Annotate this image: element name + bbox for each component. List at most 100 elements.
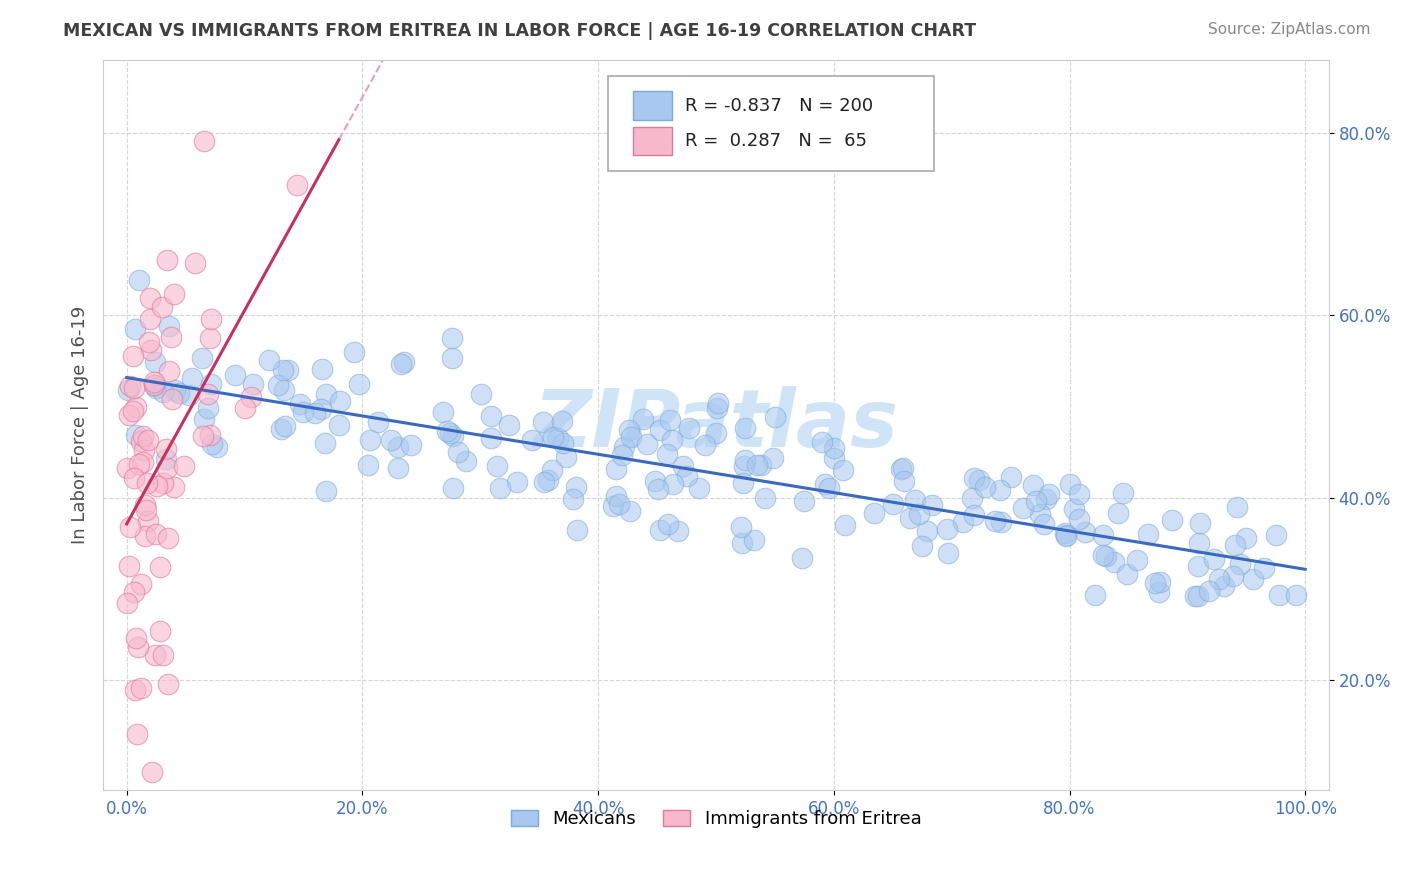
Point (658, 413, 681, 427)
Point (152, 385, 174, 400)
Point (1264, 528, 1286, 542)
Point (124, 585, 146, 599)
Point (619, 423, 641, 437)
Point (456, 454, 478, 468)
Point (921, 499, 943, 513)
Point (129, 577, 152, 591)
Point (1063, 502, 1085, 516)
Point (893, 474, 915, 488)
Point (749, 458, 772, 473)
Point (156, 531, 179, 545)
Point (138, 334, 160, 349)
Text: ZIPatlas: ZIPatlas (533, 385, 898, 464)
FancyBboxPatch shape (633, 91, 672, 120)
Point (439, 425, 461, 440)
Point (239, 390, 262, 404)
Point (863, 506, 886, 520)
Point (553, 435, 575, 450)
Point (605, 489, 627, 503)
Point (567, 524, 589, 538)
Point (139, 291, 162, 305)
Point (1188, 516, 1211, 530)
Point (132, 455, 155, 469)
Point (432, 405, 454, 419)
Point (198, 427, 221, 442)
Point (610, 448, 633, 462)
Point (136, 514, 159, 528)
Point (613, 440, 636, 454)
Point (197, 387, 219, 401)
Point (1067, 512, 1090, 526)
Point (536, 473, 558, 487)
Point (672, 459, 695, 474)
Point (1059, 477, 1081, 491)
Point (441, 481, 464, 495)
Point (124, 321, 146, 335)
Point (288, 397, 311, 411)
Point (1198, 583, 1220, 598)
Point (963, 508, 986, 522)
Point (440, 351, 463, 365)
Point (277, 363, 299, 377)
Y-axis label: In Labor Force | Age 16-19: In Labor Force | Age 16-19 (72, 306, 89, 544)
Point (1226, 500, 1249, 514)
Point (541, 430, 564, 444)
Point (1029, 507, 1052, 521)
Point (564, 480, 586, 494)
Point (541, 463, 564, 477)
Point (257, 353, 280, 368)
Legend: Mexicans, Immigrants from Eritrea: Mexicans, Immigrants from Eritrea (503, 803, 928, 836)
Point (790, 550, 813, 565)
Point (156, 461, 179, 475)
Point (706, 401, 728, 415)
Point (1225, 537, 1247, 551)
Point (132, 429, 155, 443)
Point (1268, 588, 1291, 602)
Point (134, 442, 156, 457)
Point (129, 681, 152, 695)
Point (609, 497, 631, 511)
Point (1000, 470, 1022, 484)
Point (1187, 590, 1209, 604)
Point (676, 468, 699, 483)
Point (274, 419, 297, 434)
Point (436, 424, 458, 438)
Point (891, 461, 914, 475)
Point (1112, 485, 1135, 500)
Point (149, 624, 172, 638)
Point (904, 493, 927, 508)
Point (152, 475, 174, 490)
Point (329, 394, 352, 409)
Point (911, 540, 934, 554)
Point (747, 458, 769, 473)
Point (661, 434, 683, 448)
Point (201, 437, 224, 451)
Point (1241, 572, 1264, 586)
Point (190, 351, 212, 365)
Point (1102, 555, 1125, 569)
Point (162, 286, 184, 301)
Point (666, 524, 689, 538)
Point (1038, 487, 1060, 501)
Point (1149, 574, 1171, 589)
Point (1147, 585, 1170, 599)
Point (479, 431, 502, 445)
Point (823, 450, 845, 465)
Point (731, 475, 754, 490)
Point (197, 401, 219, 415)
Point (200, 376, 222, 391)
Point (1054, 529, 1077, 543)
Point (704, 426, 727, 441)
Point (898, 511, 921, 525)
Point (533, 475, 555, 490)
Text: R =  0.287   N =  65: R = 0.287 N = 65 (685, 132, 868, 150)
Point (936, 546, 959, 560)
Point (145, 526, 167, 541)
Point (150, 300, 173, 314)
Point (551, 414, 574, 428)
Point (678, 421, 700, 435)
Point (134, 498, 156, 512)
Point (117, 383, 139, 397)
Point (811, 435, 834, 450)
Point (817, 481, 839, 495)
